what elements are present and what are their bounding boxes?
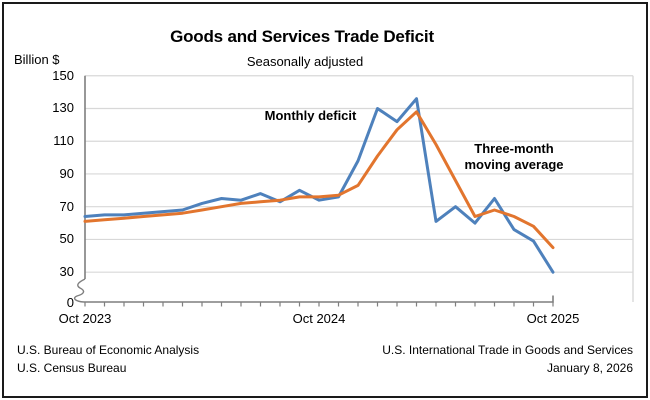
chart-title: Goods and Services Trade Deficit	[170, 27, 434, 46]
y-tick-label: 130	[52, 100, 74, 116]
y-tick-label: 50	[59, 231, 74, 247]
y-tick-label: 30	[59, 264, 74, 280]
legend-moving-average-line1: Three-month	[474, 141, 554, 156]
y-tick-label: 110	[53, 133, 74, 149]
y-tick-label: 0	[66, 295, 74, 310]
axis-break-icon	[73, 278, 86, 303]
y-tick-label: 90	[59, 165, 74, 181]
chart-subtitle: Seasonally adjusted	[246, 54, 364, 69]
legend-moving-average: Three-month moving average	[444, 141, 584, 173]
x-tick-label: Oct 2025	[526, 311, 580, 326]
y-tick-label: 70	[59, 198, 74, 214]
series-line-moving-average	[83, 110, 555, 250]
y-axis-unit-label: Billion $	[14, 52, 60, 67]
series-line-monthly-deficit	[83, 97, 555, 274]
source-bea: U.S. Bureau of Economic Analysis	[17, 343, 200, 357]
legend-moving-average-line2: moving average	[464, 157, 564, 172]
x-tick-label: Oct 2024	[292, 311, 346, 326]
legend-monthly-deficit: Monthly deficit	[264, 108, 357, 123]
y-tick-label: 150	[52, 67, 74, 83]
x-tick-label: Oct 2023	[58, 311, 112, 326]
report-date: January 8, 2026	[546, 361, 633, 375]
source-census: U.S. Census Bureau	[17, 361, 127, 375]
report-name: U.S. International Trade in Goods and Se…	[382, 343, 633, 357]
